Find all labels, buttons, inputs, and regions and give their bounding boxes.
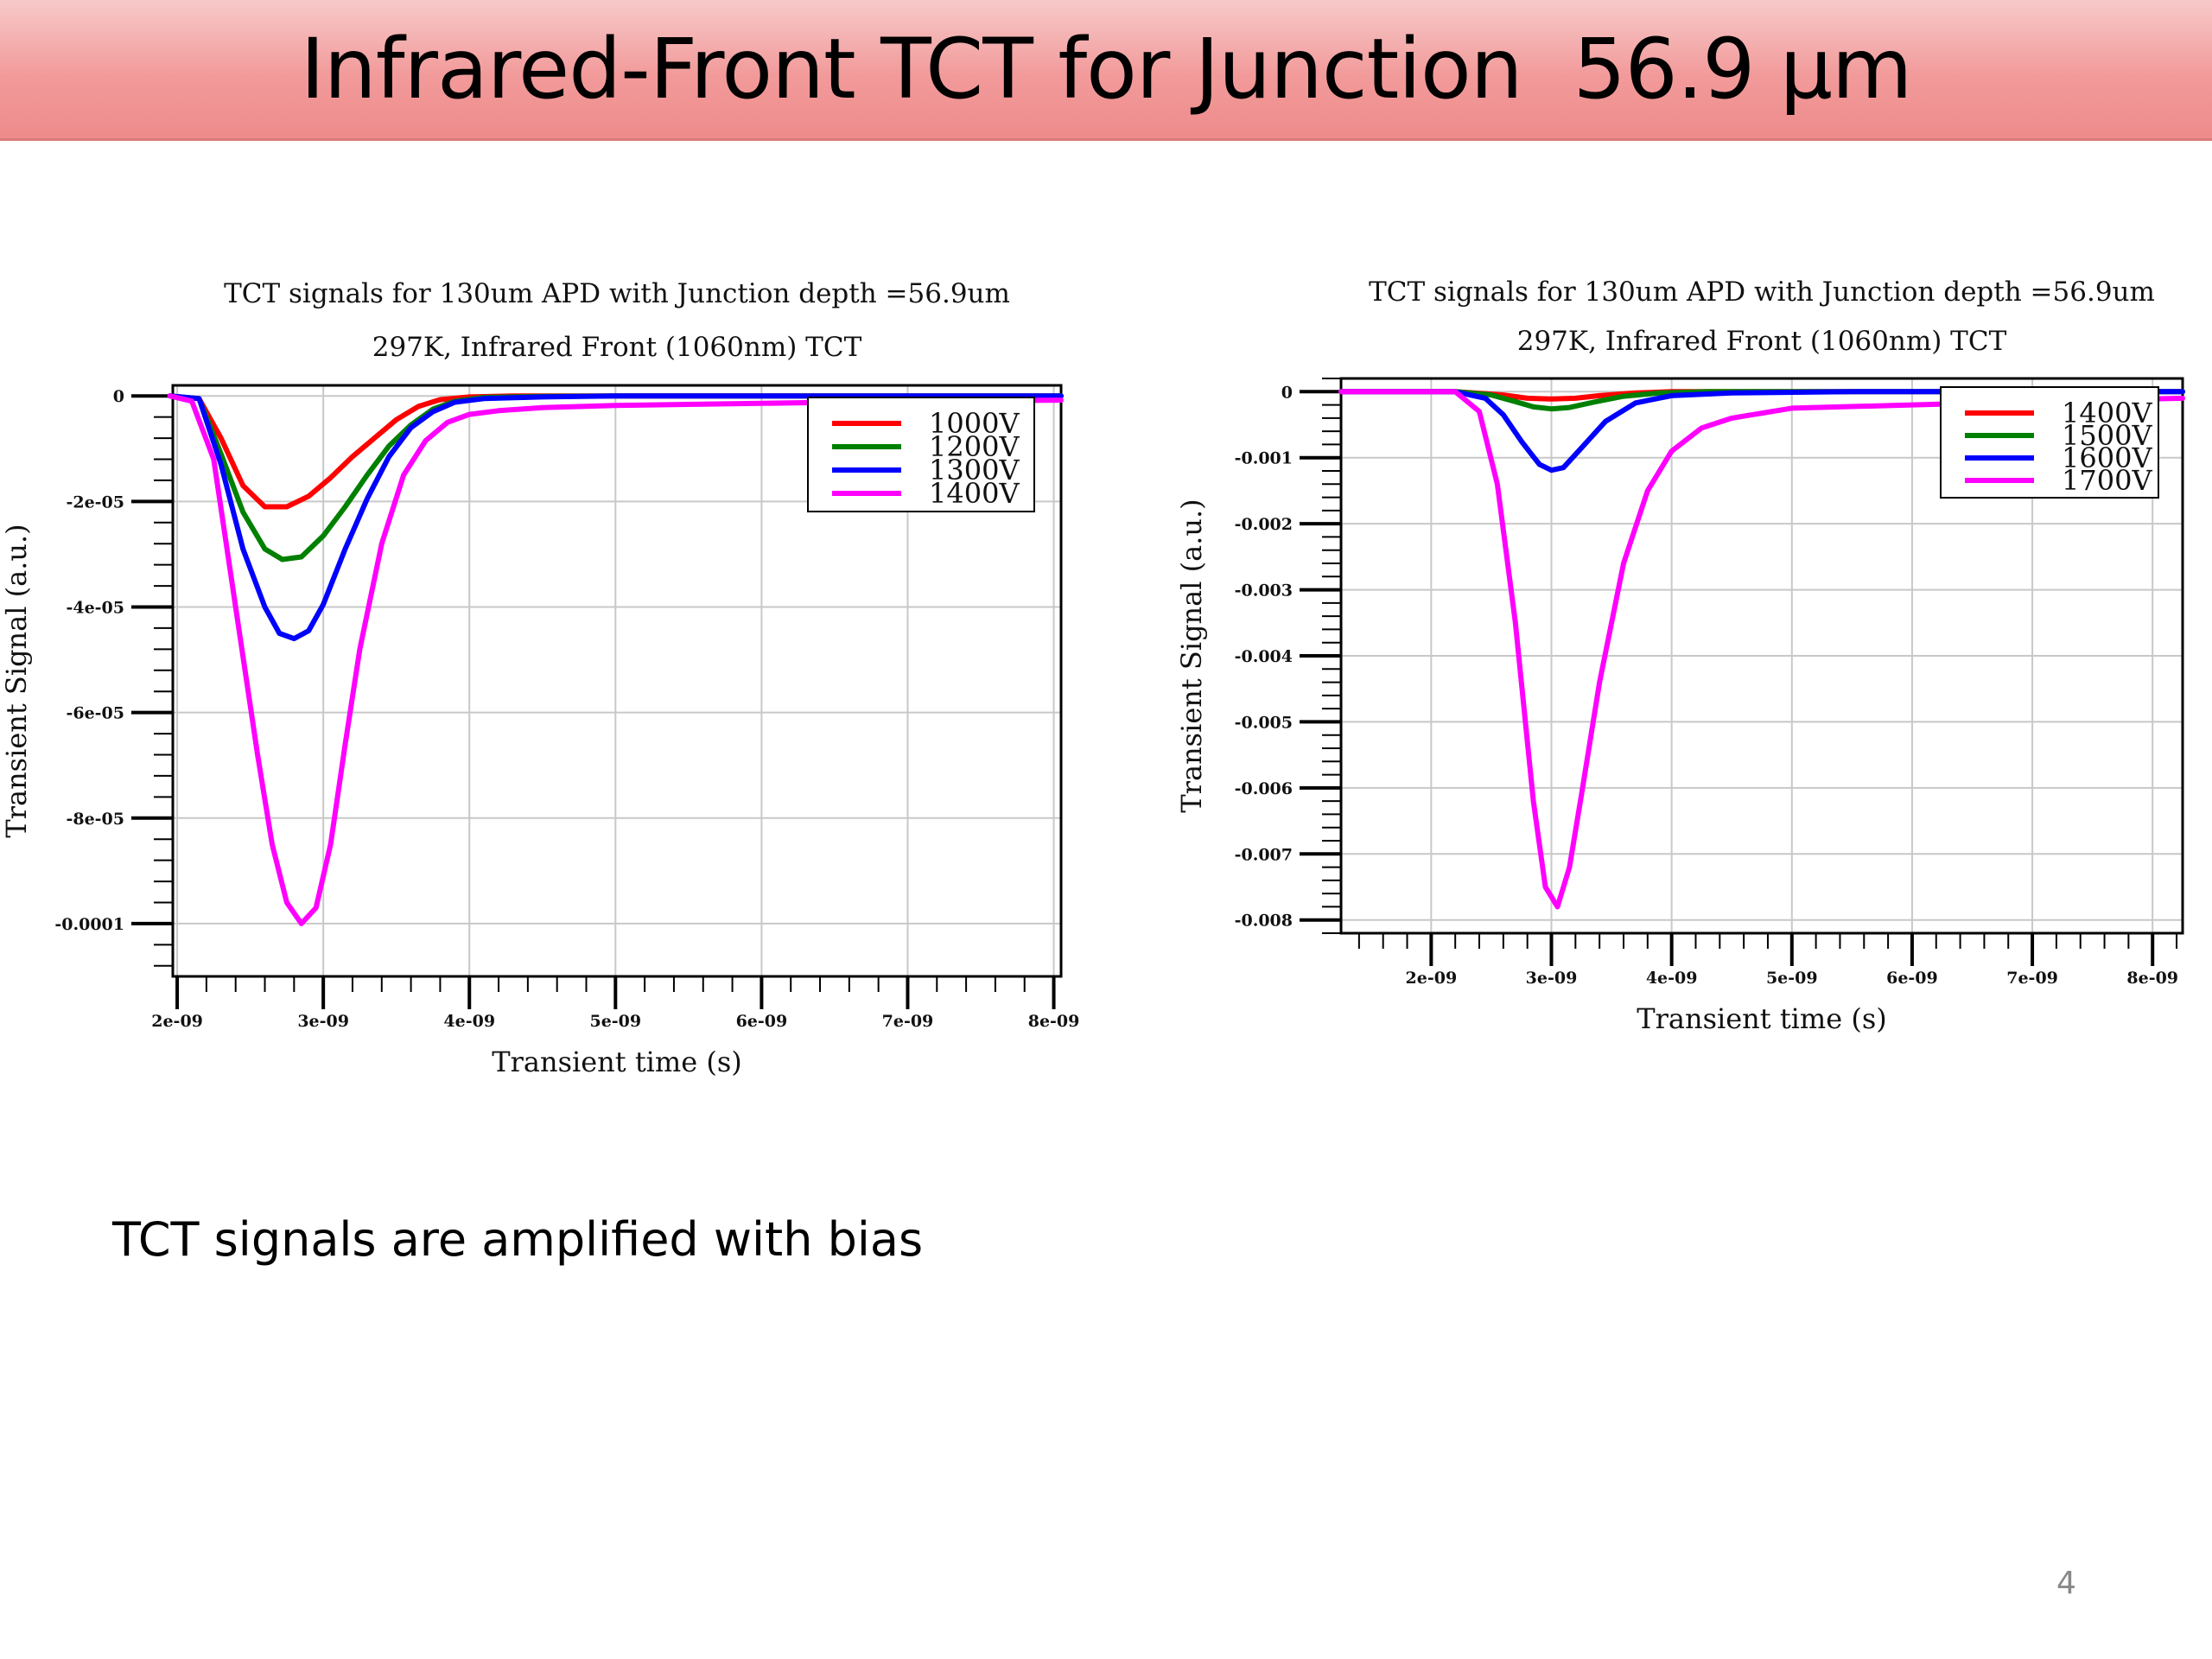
y-axis-label: Transient Signal (a.u.): [0, 524, 33, 837]
y-tick-label: -0.005: [1235, 713, 1293, 732]
x-axis-label: Transient time (s): [1637, 1002, 1887, 1035]
y-axis-label: Transient Signal (a.u.): [1175, 499, 1208, 812]
slide-title: Infrared-Front TCT for Junction 56.9 µm: [300, 21, 1913, 118]
y-tick-label: -0.0001: [54, 915, 124, 934]
y-tick-label: -0.003: [1235, 582, 1293, 601]
y-tick-label: -8e-05: [66, 810, 124, 829]
x-tick-label: 5e-09: [1766, 969, 1818, 988]
x-axis-label: Transient time (s): [492, 1046, 742, 1078]
series-line-1600V: [1338, 389, 2185, 474]
x-tick-label: 5e-09: [589, 1012, 641, 1031]
chart-2: TCT signals for 130um APD with Junction …: [1175, 276, 2185, 1035]
chart-subtitle: 297K, Infrared Front (1060nm) TCT: [372, 332, 862, 363]
series-line-1400V: [167, 393, 1064, 926]
page-number: 4: [2056, 1566, 2076, 1601]
legend-label: 1400V: [929, 477, 1020, 510]
y-tick-label: -0.001: [1235, 449, 1293, 468]
slide-title-bar: Infrared-Front TCT for Junction 56.9 µm: [0, 0, 2212, 141]
legend-label: 1300V: [929, 454, 1020, 486]
x-tick-label: 3e-09: [1526, 969, 1578, 988]
x-tick-label: 6e-09: [1886, 969, 1938, 988]
chart-title: TCT signals for 130um APD with Junction …: [224, 278, 1010, 309]
x-tick-label: 6e-09: [736, 1012, 788, 1031]
legend-label: 1400V: [2062, 397, 2152, 429]
legend-label: 1700V: [2062, 464, 2152, 497]
x-tick-label: 2e-09: [1406, 969, 1458, 988]
y-tick-label: -0.007: [1235, 845, 1293, 864]
x-tick-label: 8e-09: [2126, 969, 2178, 988]
y-tick-label: -0.002: [1235, 515, 1293, 534]
series-line-1700V: [1338, 389, 2185, 910]
x-tick-label: 4e-09: [443, 1012, 495, 1031]
legend-label: 1000V: [929, 407, 1020, 440]
legend-label: 1200V: [929, 430, 1020, 463]
x-tick-label: 7e-09: [882, 1012, 934, 1031]
series-line-1300V: [167, 393, 1064, 642]
y-tick-label: -6e-05: [66, 704, 124, 723]
slide-note: TCT signals are amplified with bias: [112, 1212, 924, 1267]
y-tick-label: -4e-05: [66, 599, 124, 618]
chart-subtitle: 297K, Infrared Front (1060nm) TCT: [1517, 326, 2007, 357]
chart-1: TCT signals for 130um APD with Junction …: [0, 278, 1080, 1078]
x-tick-label: 3e-09: [297, 1012, 349, 1031]
legend-label: 1600V: [2062, 442, 2152, 474]
y-tick-label: -0.008: [1235, 912, 1293, 931]
x-tick-label: 2e-09: [151, 1012, 203, 1031]
y-tick-label: 0: [1281, 383, 1293, 402]
y-tick-label: -0.004: [1235, 647, 1293, 666]
x-tick-label: 7e-09: [2006, 969, 2058, 988]
legend-label: 1500V: [2062, 419, 2152, 452]
y-tick-label: 0: [113, 387, 124, 406]
x-tick-label: 4e-09: [1646, 969, 1698, 988]
y-tick-label: -0.006: [1235, 779, 1293, 798]
x-tick-label: 8e-09: [1028, 1012, 1080, 1031]
series-line-1500V: [1338, 389, 2185, 412]
y-tick-label: -2e-05: [66, 493, 124, 512]
chart-title: TCT signals for 130um APD with Junction …: [1369, 276, 2155, 308]
